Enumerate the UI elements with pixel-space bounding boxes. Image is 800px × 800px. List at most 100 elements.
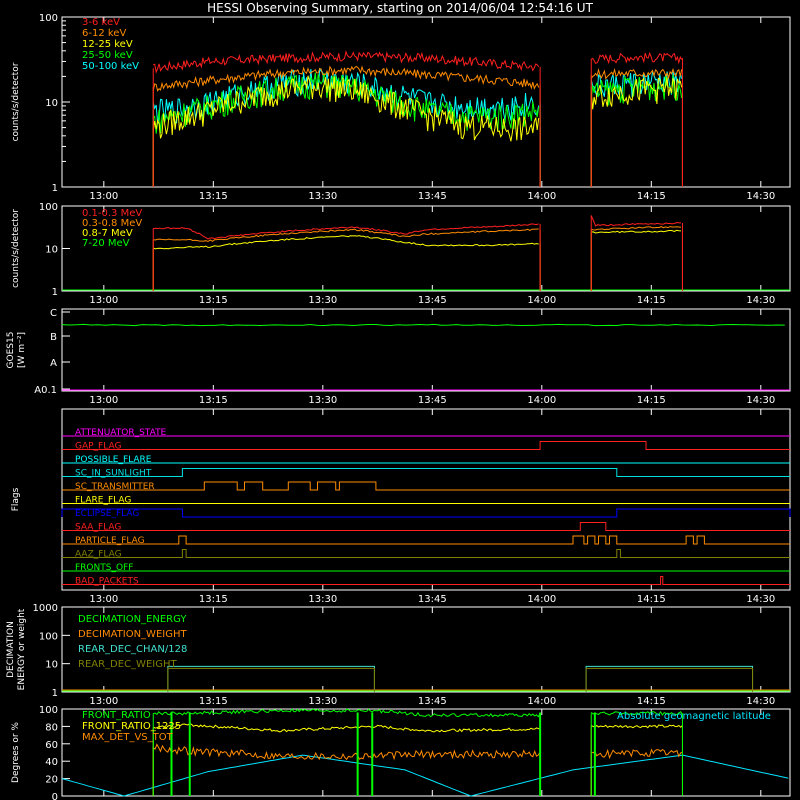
panel-5-y-tick-label: 100	[39, 631, 58, 642]
x-tick-label: 13:15	[199, 295, 228, 306]
panel-3-frame	[61, 308, 791, 392]
flag-label-possible-flare: POSSIBLE_FLARE	[75, 455, 152, 465]
x-tick-label: 14:00	[527, 295, 556, 306]
x-tick-label: 13:30	[308, 191, 337, 202]
panel-3-y-label-line: [W m⁻²]	[17, 332, 27, 368]
flag-label-saa-flag: SAA_FLAG	[75, 523, 121, 533]
x-tick-label: 13:15	[199, 696, 228, 707]
panel-3-y-tick-label: A	[50, 358, 57, 369]
flag-label-aaz-flag: AAZ_FLAG	[75, 550, 122, 560]
panel-6-series-geomagnetic-latitude	[61, 754, 789, 797]
panel-4-y-label-line: Flags	[11, 487, 21, 511]
panel-5-legend-rear-dec-chan-128: REAR_DEC_CHAN/128	[78, 644, 187, 655]
panel-5-series-rear-dec-weight	[167, 667, 375, 692]
panel-1-legend-12-25-kev: 12-25 keV	[82, 39, 133, 50]
panel-2-legend-0-8-7-mev: 0.8-7 MeV	[82, 228, 133, 239]
x-tick-label: 14:00	[527, 191, 556, 202]
panel-3-series-goes-long	[61, 323, 785, 327]
flag-label-fronts-off: FRONTS_OFF	[75, 563, 133, 573]
panel-6-legend-front-ratio-1225: FRONT_RATIO_1225	[82, 721, 181, 732]
x-tick-label: 13:30	[308, 395, 337, 406]
x-tick-label: 14:30	[746, 191, 775, 202]
x-tick-label: 13:00	[89, 594, 118, 605]
flag-label-eclipse-flag: ECLIPSE_FLAG	[75, 509, 139, 519]
flag-trace-particle-flag	[62, 535, 790, 545]
panel-6-y-tick-label: 60	[45, 740, 58, 751]
panel-1-series-3-6-kev	[153, 50, 683, 74]
panel-5-frame	[61, 606, 791, 693]
x-tick-label: 14:00	[527, 594, 556, 605]
x-tick-label: 14:00	[527, 395, 556, 406]
flag-trace-gap-flag	[62, 441, 790, 450]
panel-1-legend-6-12-kev: 6-12 keV	[82, 28, 126, 39]
flag-label-sc-in-sunlight: SC_IN_SUNLIGHT	[75, 469, 152, 479]
panel-6-y-tick-label: 80	[45, 722, 58, 733]
panel-1-y-tick-label: 10	[45, 98, 58, 109]
panel-6-legend-absolute-geomagnetic-latitude: Absolute geomagnetic latitude	[617, 711, 771, 722]
x-tick-label: 13:15	[199, 191, 228, 202]
x-tick-label: 13:15	[199, 594, 228, 605]
x-tick-label: 13:00	[89, 696, 118, 707]
panel-6-y-tick-label: 0	[52, 792, 58, 800]
panel-6-series-max-det-vs-tot	[152, 743, 683, 761]
panel-2-legend-7-20-mev: 7-20 MeV	[82, 238, 130, 249]
panel-1-y-tick-label: 1	[52, 183, 58, 194]
panel-5-y-label-line: ENERGY or weight	[17, 608, 27, 690]
panel-1-legend-50-100-kev: 50-100 keV	[82, 61, 139, 72]
panel-6-series-front-ratio	[153, 708, 683, 718]
figure-title: HESSI Observing Summary, starting on 201…	[207, 1, 593, 15]
panel-1-y-label: counts/s/detector	[11, 62, 21, 141]
x-tick-label: 14:15	[637, 395, 666, 406]
x-tick-label: 14:15	[637, 696, 666, 707]
x-tick-label: 13:30	[308, 295, 337, 306]
panel-6-y-label: Degrees or %	[11, 722, 21, 783]
panel-5-legend-decimation-energy: DECIMATION_ENERGY	[78, 614, 187, 625]
flag-label-flare-flag: FLARE_FLAG	[75, 496, 131, 506]
panel-2-y-tick-label: 1	[52, 287, 58, 298]
panel-2-y-tick-label: 10	[45, 245, 58, 256]
panel-6-series-front-ratio-1225	[152, 723, 683, 733]
panel-3-y-tick-label: B	[50, 332, 57, 343]
flag-trace-sc-transmitter	[62, 481, 790, 491]
flag-label-particle-flag: PARTICLE_FLAG	[75, 536, 145, 546]
x-tick-label: 14:15	[637, 594, 666, 605]
flag-label-sc-transmitter: SC_TRANSMITTER	[75, 482, 155, 492]
x-tick-label: 13:00	[89, 295, 118, 306]
panel-5-y-tick-label: 10	[45, 660, 58, 671]
panel-2-y-label-line: counts/s/detector	[11, 209, 21, 288]
panel-1-y-tick-label: 100	[39, 13, 58, 24]
flag-trace-eclipse-flag	[61, 508, 791, 518]
x-tick-label: 14:00	[527, 696, 556, 707]
panel-1-legend-25-50-kev: 25-50 keV	[82, 50, 133, 61]
panel-5-y-label: DECIMATION ENERGY or weight	[6, 608, 27, 690]
panels-group: 13:00 13:15 13:30 13:45 14:00 14:15 14:3011010…	[6, 13, 791, 800]
flag-trace-saa-flag	[62, 522, 790, 531]
panel-2-y-tick-label: 100	[39, 202, 58, 213]
x-tick-label: 13:45	[418, 191, 447, 202]
flag-label-attenuator-state: ATTENUATOR_STATE	[75, 428, 167, 438]
panel-2-series-0-8-7-mev	[153, 229, 682, 250]
panel-6-legend-front-ratio: FRONT_RATIO	[82, 710, 151, 721]
flag-label-bad-packets: BAD_PACKETS	[75, 577, 139, 587]
panel-5-y-label-line: DECIMATION	[6, 621, 16, 678]
flag-trace-bad-packets	[62, 576, 790, 585]
x-tick-label: 14:15	[637, 295, 666, 306]
flag-trace-sc-in-sunlight	[62, 468, 790, 477]
panel-3-y-tick-label: C	[50, 308, 57, 319]
panel-1-legend-3-6-kev: 3-6 keV	[82, 17, 120, 28]
x-tick-label: 14:30	[746, 395, 775, 406]
x-tick-label: 13:00	[89, 395, 118, 406]
x-tick-label: 14:30	[746, 696, 775, 707]
panel-1-y-label-line: counts/s/detector	[11, 62, 21, 141]
panel-4-frame	[61, 408, 791, 591]
panel-1-series-6-12-kev	[152, 65, 683, 92]
x-tick-label: 13:45	[418, 696, 447, 707]
panel-4-y-label: Flags	[11, 487, 21, 511]
panel-2-legend-0-3-0-8-mev: 0.3-0.8 MeV	[82, 218, 142, 229]
panel-5-y-tick-label: 1000	[33, 603, 58, 614]
panel-6-y-tick-label: 100	[39, 705, 58, 716]
x-tick-label: 14:30	[746, 594, 775, 605]
x-tick-label: 13:45	[418, 395, 447, 406]
x-tick-label: 13:15	[199, 395, 228, 406]
